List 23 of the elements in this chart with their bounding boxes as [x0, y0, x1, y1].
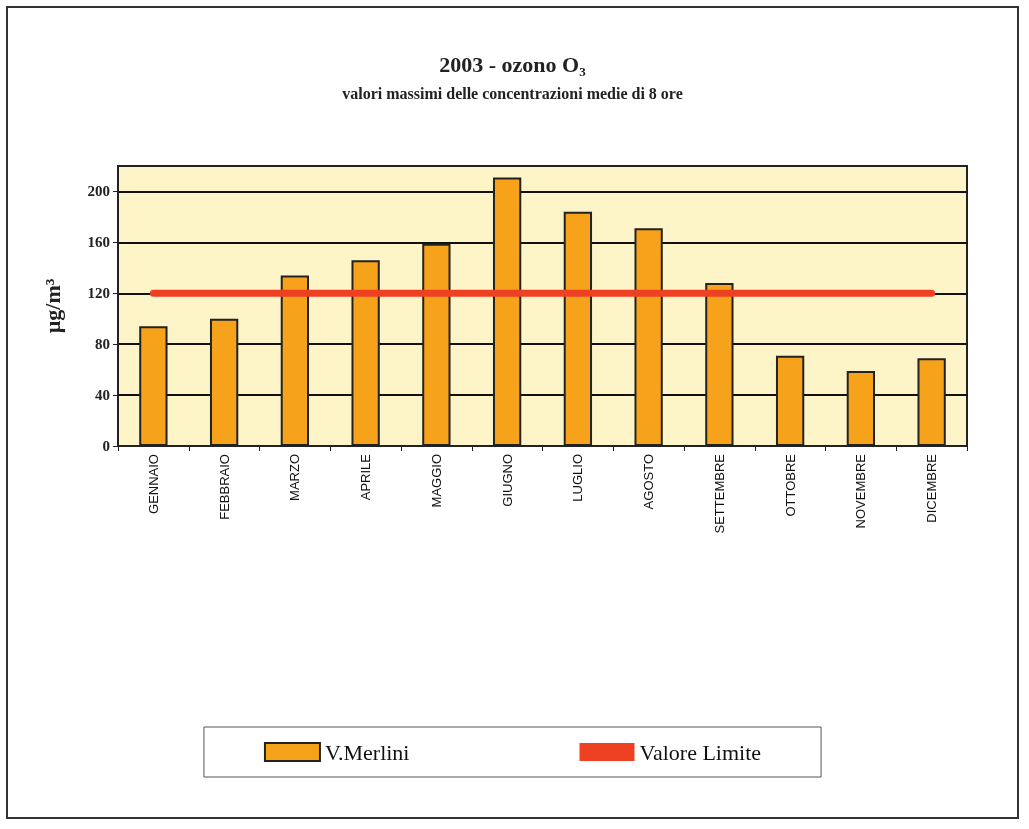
x-tick-label: MAGGIO	[428, 454, 444, 508]
x-tick-label: LUGLIO	[570, 454, 586, 502]
x-tick-label: OTTOBRE	[782, 453, 798, 517]
x-tick-label: DICEMBRE	[924, 453, 940, 523]
y-tick-label: 40	[95, 387, 110, 404]
x-tick-label: AGOSTO	[641, 454, 657, 510]
y-axis-title: µg/m³	[39, 278, 65, 334]
chart-subtitle: valori massimi delle concentrazioni medie di 8 ore	[342, 84, 683, 102]
y-tick-label: 200	[87, 183, 110, 200]
x-tick-label: APRILE	[358, 453, 374, 501]
x-tick-label: MARZO	[287, 454, 303, 501]
x-tick-label: FEBBRAIO	[216, 454, 232, 520]
y-tick-label: 80	[95, 336, 110, 353]
x-tick-label: GENNAIO	[145, 454, 161, 514]
legend-label: Valore Limite	[639, 739, 762, 765]
x-tick-label: GIUGNO	[499, 454, 515, 507]
legend-label: V.Merlini	[324, 739, 410, 765]
x-tick-label: NOVEMBRE	[853, 453, 869, 529]
x-tick-label: SETTEMBRE	[711, 453, 727, 534]
y-tick-label: 160	[87, 234, 110, 251]
y-tick-label: 0	[102, 438, 110, 454]
chart-title: 2003 - ozono O₃	[439, 51, 587, 77]
y-tick-label: 120	[87, 285, 110, 302]
